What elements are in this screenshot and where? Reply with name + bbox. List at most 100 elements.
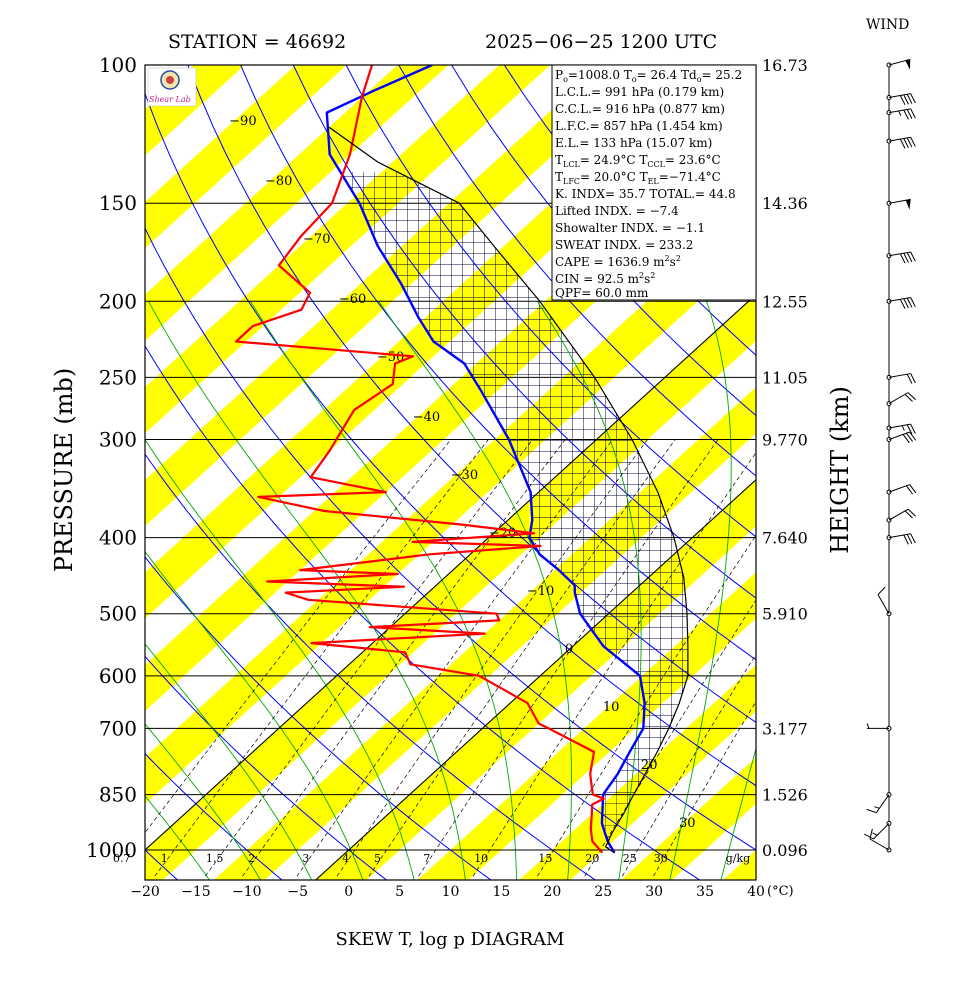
profile-line [328,126,689,854]
wind-barb [869,828,890,851]
temperature-tick: 10 [442,884,460,900]
temperature-tick: −5 [287,884,308,900]
temperature-tick: 0 [344,884,353,900]
diagram-title: SKEW T, log p DIAGRAM [336,929,565,950]
height-label: 1.526 [762,786,808,805]
wind-barbs-column [864,58,917,853]
pressure-label: 150 [99,191,137,215]
profile-line [234,65,605,854]
pressure-label: 500 [99,602,137,626]
isotherm-label: 10 [603,700,620,715]
cin-value: CIN = 92.5 m2s2 [555,271,655,286]
mixing-ratio-label: 1.5 [206,852,224,865]
temperature-tick: 25 [594,884,612,900]
surface-values: Po=1008.0 To= 26.4 Tdo= 25.2 [555,68,742,84]
x-axis-unit: (°C) [767,884,794,899]
station-title: STATION = 46692 [168,31,346,53]
sweat-index-value: SWEAT INDX. = 233.2 [555,238,693,252]
temperature-tick: −10 [232,884,262,900]
pressure-label: 700 [99,716,137,740]
wind-title: WIND [866,17,909,33]
wind-barb [888,533,916,545]
lab-logo: Shear Lab [147,67,197,107]
mixing-ratio-label: 7 [423,852,430,865]
height-label: 5.910 [762,605,808,624]
isotherm-label: −70 [303,232,330,247]
mixing-ratio-labels: 0.7 1 1.5 2 3 4 5 7 10 15 20 25 30 g/kg [113,852,750,865]
mixing-ratio-label: 30 [654,852,668,865]
height-label: 0.096 [762,841,808,860]
isotherm-label: 0 [565,642,573,657]
isotherm-label: 30 [679,816,696,831]
wind-barb [888,251,916,264]
temperature-tick: −15 [181,884,211,900]
mixing-ratio-label: 5 [374,852,381,865]
wind-barb [888,58,911,70]
height-label: 14.36 [762,194,808,213]
mixing-ratio-label: 3 [302,852,309,865]
pressure-label: 1000 [86,838,137,862]
height-axis-labels: 16.73 14.36 12.55 11.05 9.770 7.640 5.910 3.177… [762,56,808,860]
pressure-label: 100 [99,53,137,77]
temperature-tick: 20 [543,884,561,900]
temperature-tick: 40 [747,884,765,900]
isotherm-lines [145,293,756,880]
wind-barb [877,586,890,614]
temperature-tick: −20 [130,884,160,900]
wind-barb [866,794,890,814]
isotherm-label: −30 [451,468,478,483]
lfc-value: L.F.C.= 857 hPa (1.454 km) [555,119,723,133]
pressure-label: 600 [99,664,137,688]
height-label: 9.770 [762,431,808,450]
isobar-lines [145,65,756,851]
pressure-label: 400 [99,526,137,550]
lcl-value: L.C.L.= 991 hPa (0.179 km) [555,85,724,99]
y-axis-label: PRESSURE (mb) [50,368,78,573]
qpf-value: QPF= 60.0 mm [555,286,649,300]
isotherm-label: −40 [413,410,440,425]
k-index-value: K. INDX= 35.7 TOTAL.= 44.8 [555,187,736,201]
wind-barb [864,823,890,840]
indices-box: Po=1008.0 To= 26.4 Tdo= 25.2 L.C.L.= 991… [551,64,757,301]
isotherm-label: −90 [229,114,256,129]
pressure-label: 850 [99,783,137,807]
el-value: E.L.= 133 hPa (15.07 km) [555,136,712,150]
sounding-profiles [234,65,689,854]
mixing-ratio-label: g/kg [726,852,750,865]
mixing-ratio-label: 25 [623,852,637,865]
cape-value: CAPE = 1636.9 m2s2 [555,254,681,269]
mixing-ratio-label: 4 [342,852,349,865]
wind-barb [888,136,916,149]
wind-barb [866,723,889,729]
datetime-title: 2025−06−25 1200 UTC [485,31,717,53]
height-label: 16.73 [762,56,808,75]
isotherm-label: −50 [377,350,404,365]
temperature-tick: 5 [395,884,404,900]
ccl-value: C.C.L.= 916 hPa (0.877 km) [555,102,725,116]
y2-axis-label: HEIGHT (km) [826,386,854,554]
svg-text:Shear Lab: Shear Lab [149,95,191,104]
isotherm-label: −60 [339,292,366,307]
mixing-ratio-label: 0.7 [113,852,131,865]
plot-frame [144,64,757,881]
mixing-ratio-label: 20 [585,852,599,865]
isotherm-bands [145,65,756,880]
wind-barb [888,108,916,120]
height-label: 11.05 [762,368,808,387]
wind-barb [888,198,911,210]
wind-barb [888,93,916,106]
wind-barb [888,296,916,309]
tlcl-tccl-values: TLCL= 24.9°C TCCL= 23.6°C [555,153,721,169]
wind-barb [888,484,917,495]
temperature-tick: 35 [696,884,714,900]
wind-barb [888,508,916,521]
isotherm-label: −10 [527,584,554,599]
wind-barb [888,423,916,435]
pressure-label: 250 [99,365,137,389]
tlfc-tel-values: TLFC= 20.0°C TEL=−71.4°C [555,170,721,186]
temperature-tick: 30 [645,884,663,900]
temperature-axis-labels: −20 −15 −10 −5 0 5 10 15 20 25 30 35 40 [130,884,765,900]
pressure-axis-labels: 100 150 200 250 300 400 500 600 700 850 1000 [86,53,137,862]
temperature-tick: 15 [493,884,511,900]
